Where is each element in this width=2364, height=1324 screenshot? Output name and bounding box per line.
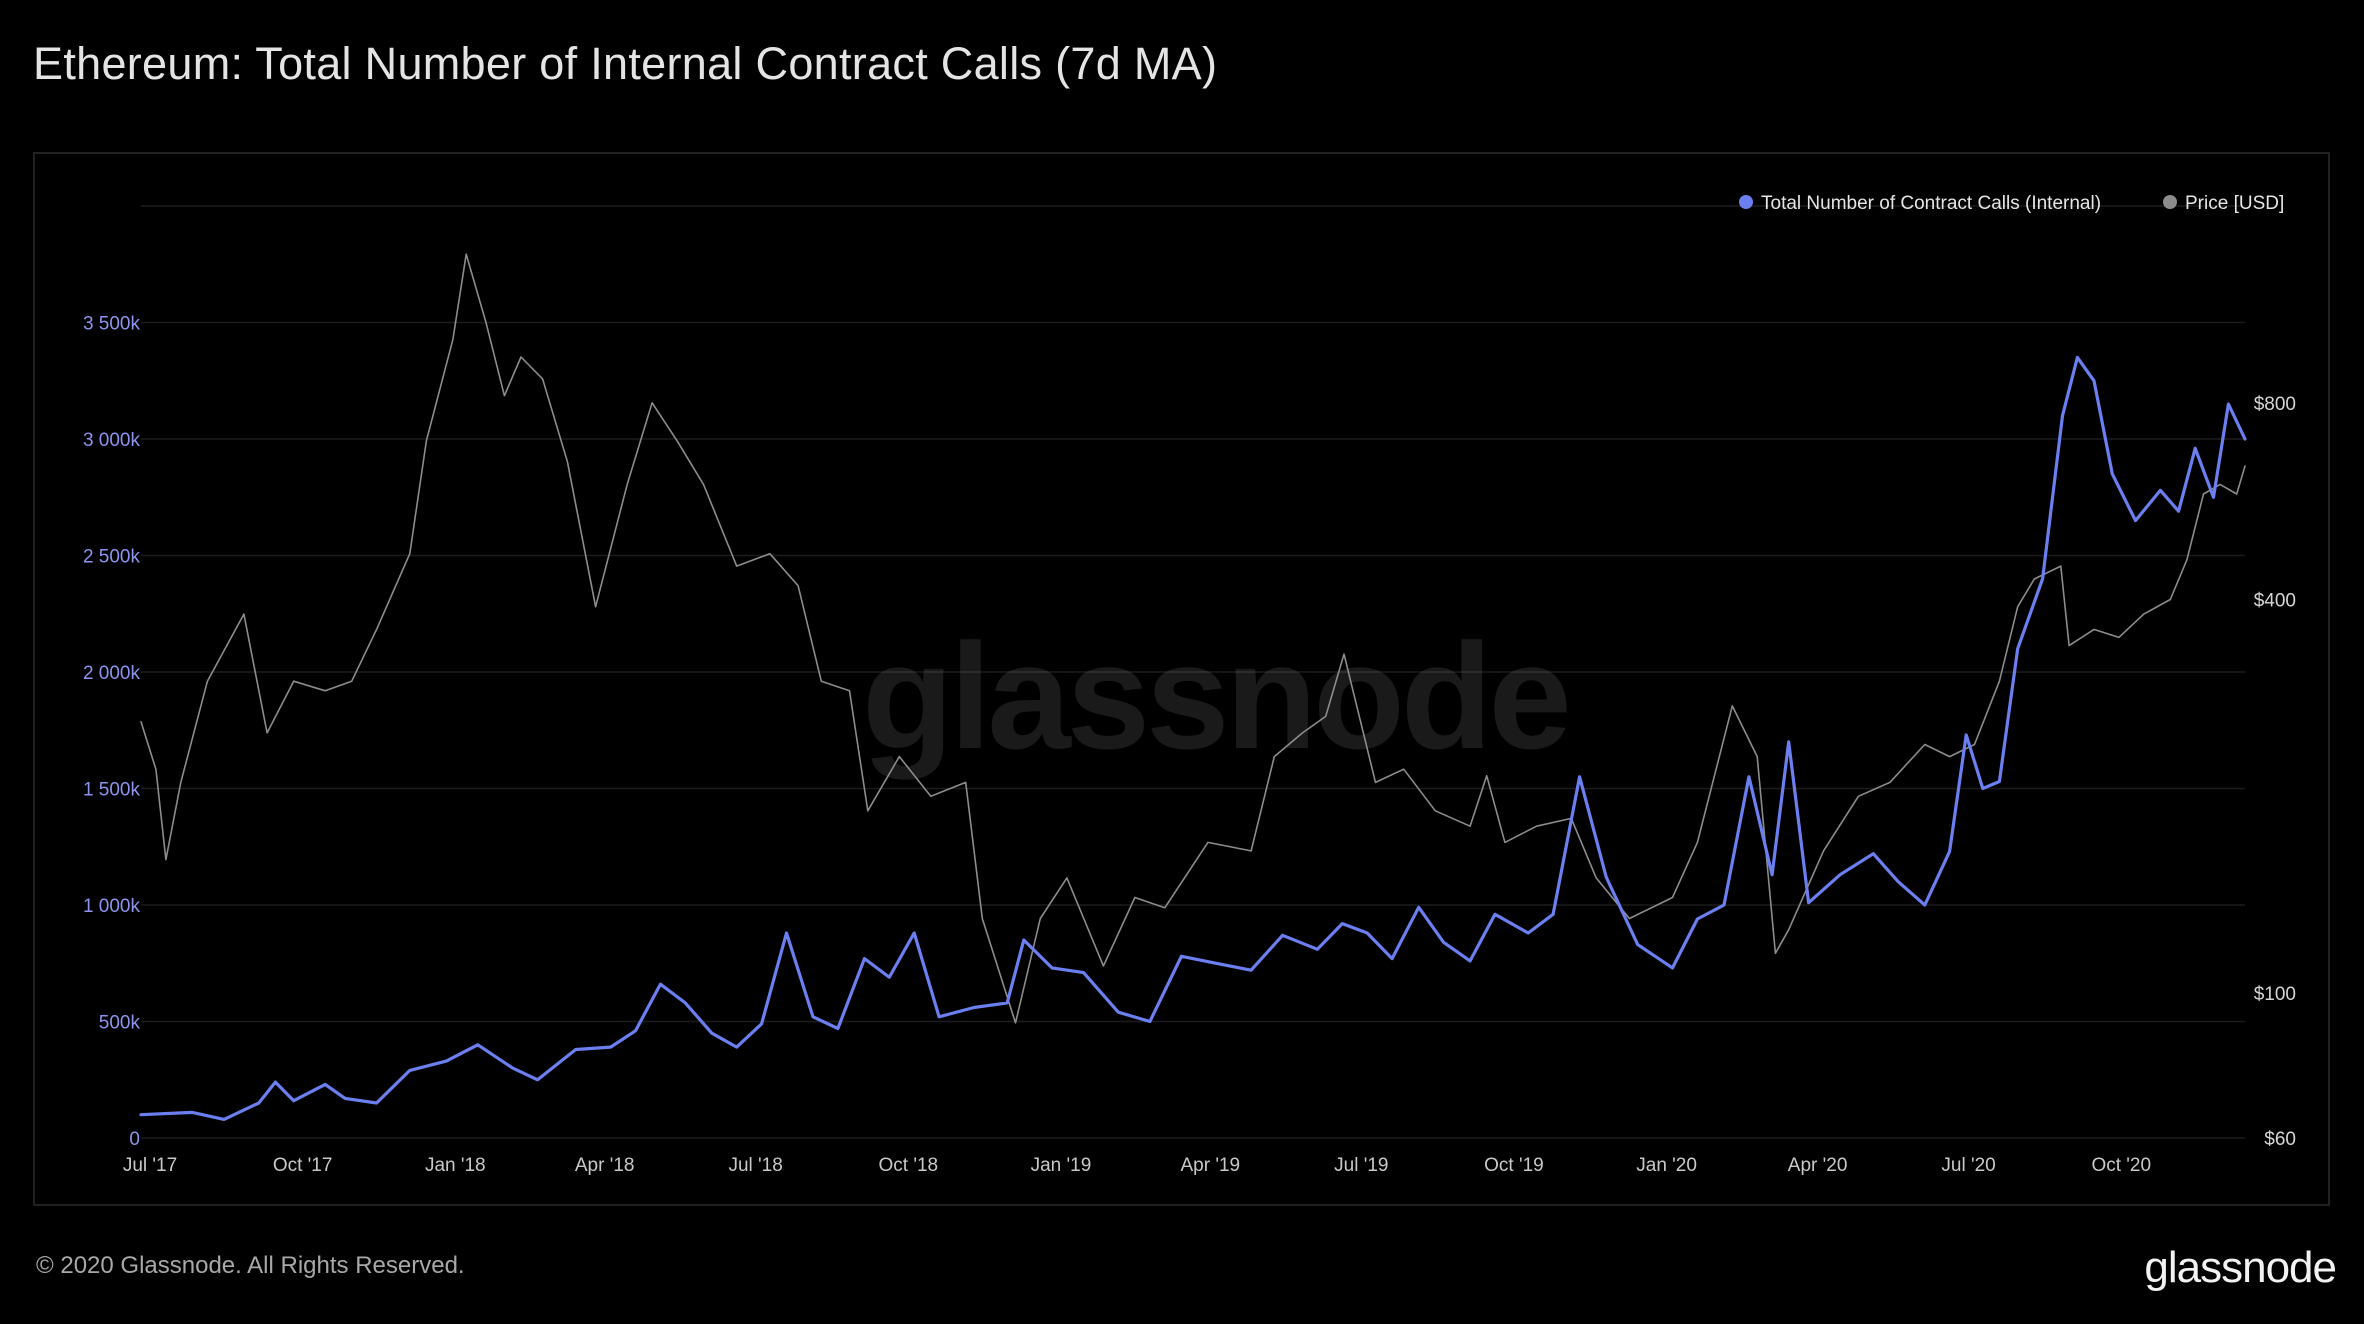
x-tick-label: Jan '20 [1636, 1155, 1697, 1176]
y-axis-right: $60 $100 $400 $800 [2254, 394, 2296, 1150]
y-right-tick-label: $60 [2264, 1129, 2296, 1150]
x-tick-label: Jul '18 [728, 1155, 782, 1176]
y-axis-left: 0 500k 1 000k 1 500k 2 000k 2 500k 3 000k 3 500… [83, 314, 141, 1151]
x-axis: Jul '17 Oct '17 Jan '18 Apr '18 Jul '18 Oct '… [123, 1155, 2151, 1176]
legend-item[interactable]: Price [USD] [2163, 193, 2284, 214]
series-line-contract-calls [139, 355, 2247, 1121]
x-tick-label: Apr '19 [1180, 1155, 1240, 1176]
y-left-tick-label: 3 500k [83, 314, 141, 335]
copyright: © 2020 Glassnode. All Rights Reserved. [36, 1252, 465, 1279]
y-left-tick-label: 1 000k [83, 896, 141, 917]
x-tick-label: Jan '19 [1031, 1155, 1092, 1176]
grid [141, 205, 2245, 1139]
y-right-tick-label: $400 [2254, 591, 2296, 612]
x-tick-label: Apr '20 [1788, 1155, 1848, 1176]
x-tick-label: Oct '17 [273, 1155, 333, 1176]
y-right-tick-label: $100 [2254, 984, 2296, 1005]
x-tick-label: Jan '18 [425, 1155, 486, 1176]
x-tick-label: Jul '20 [1941, 1155, 1995, 1176]
y-left-tick-label: 2 000k [83, 663, 141, 684]
series-line-price [140, 253, 2246, 1024]
y-left-tick-label: 500k [99, 1013, 141, 1034]
y-left-tick-label: 0 [129, 1129, 140, 1150]
page-title: Ethereum: Total Number of Internal Contr… [33, 38, 1218, 89]
legend-label: Price [USD] [2185, 193, 2284, 214]
series-layer [139, 253, 2247, 1121]
legend-item[interactable]: Total Number of Contract Calls (Internal… [1739, 193, 2101, 214]
legend[interactable]: Total Number of Contract Calls (Internal… [1739, 193, 2284, 214]
x-tick-label: Oct '20 [2091, 1155, 2151, 1176]
x-tick-label: Apr '18 [575, 1155, 635, 1176]
legend-marker [2163, 195, 2177, 209]
y-left-tick-label: 2 500k [83, 547, 141, 568]
watermark: glassnode [862, 612, 1568, 780]
chart-frame [33, 152, 2330, 1206]
y-left-tick-label: 3 000k [83, 430, 141, 451]
legend-label: Total Number of Contract Calls (Internal… [1761, 193, 2101, 214]
y-left-tick-label: 1 500k [83, 780, 141, 801]
brand-logo: glassnode [2144, 1243, 2337, 1292]
x-tick-label: Oct '18 [878, 1155, 938, 1176]
x-tick-label: Oct '19 [1484, 1155, 1544, 1176]
x-tick-label: Jul '19 [1334, 1155, 1388, 1176]
x-tick-label: Jul '17 [123, 1155, 177, 1176]
legend-marker [1739, 195, 1753, 209]
y-right-tick-label: $800 [2254, 394, 2296, 415]
